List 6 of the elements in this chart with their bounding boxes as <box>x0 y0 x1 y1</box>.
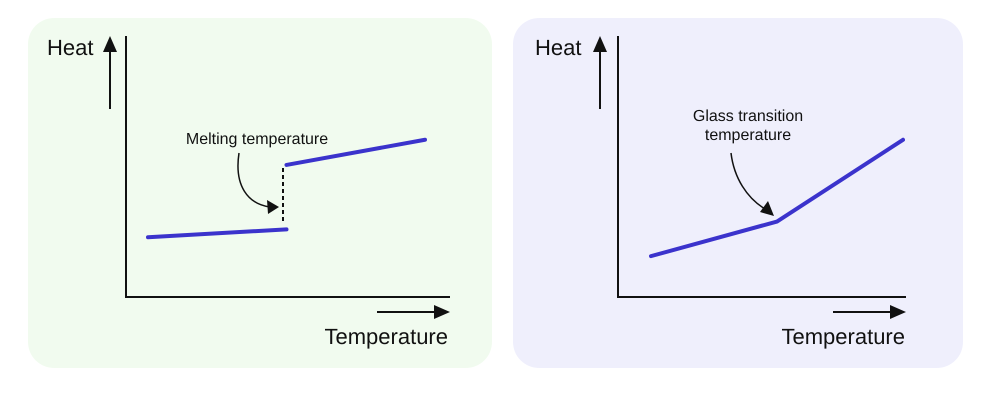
annotation: Melting temperature <box>186 131 328 148</box>
x-axis-title: Temperature <box>781 324 905 349</box>
y-axis-title: Heat <box>47 35 94 60</box>
x-axis-title: Temperature <box>324 324 448 349</box>
annotation: Glass transition temperature <box>692 108 804 144</box>
y-axis-title: Heat <box>535 35 582 60</box>
